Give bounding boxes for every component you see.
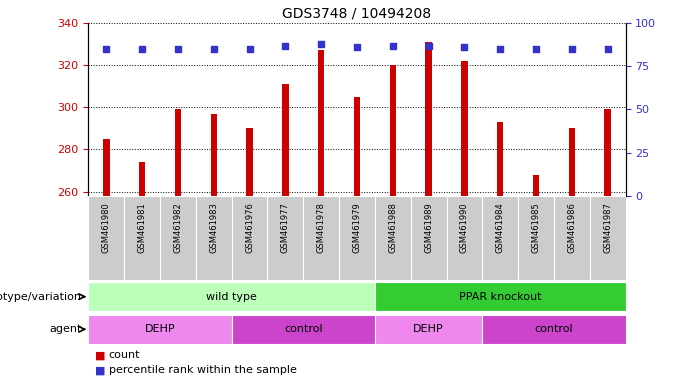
Bar: [461, 61, 468, 196]
Bar: [103, 139, 109, 196]
Point: [388, 42, 398, 48]
Point: [137, 46, 148, 52]
Text: count: count: [109, 350, 140, 360]
Point: [602, 46, 613, 52]
Bar: [318, 50, 324, 196]
Text: GSM461976: GSM461976: [245, 203, 254, 253]
Text: percentile rank within the sample: percentile rank within the sample: [109, 366, 296, 376]
Text: GSM461981: GSM461981: [137, 203, 147, 253]
Bar: [211, 114, 217, 196]
Text: control: control: [284, 324, 322, 334]
Bar: [175, 109, 181, 196]
Bar: [375, 196, 411, 280]
Point: [495, 46, 506, 52]
Point: [280, 42, 291, 48]
Bar: [482, 314, 626, 344]
Text: GSM461985: GSM461985: [532, 203, 541, 253]
Point: [208, 46, 219, 52]
Text: GSM461977: GSM461977: [281, 203, 290, 253]
Text: DEHP: DEHP: [145, 324, 175, 334]
Bar: [88, 196, 124, 280]
Bar: [533, 175, 539, 196]
Text: GSM461984: GSM461984: [496, 203, 505, 253]
Text: genotype/variation: genotype/variation: [0, 291, 82, 302]
Bar: [282, 84, 288, 196]
Bar: [232, 196, 267, 280]
Bar: [411, 196, 447, 280]
Text: GSM461983: GSM461983: [209, 203, 218, 253]
Bar: [375, 314, 482, 344]
Text: DEHP: DEHP: [413, 324, 444, 334]
Bar: [390, 65, 396, 196]
Title: GDS3748 / 10494208: GDS3748 / 10494208: [282, 7, 432, 20]
Text: agent: agent: [49, 324, 82, 334]
Bar: [88, 314, 232, 344]
Text: PPAR knockout: PPAR knockout: [459, 291, 541, 302]
Text: GSM461988: GSM461988: [388, 203, 397, 253]
Point: [530, 46, 541, 52]
Bar: [267, 196, 303, 280]
Text: GSM461987: GSM461987: [603, 203, 612, 253]
Bar: [447, 196, 482, 280]
Bar: [354, 97, 360, 196]
Bar: [139, 162, 146, 196]
Text: GSM461990: GSM461990: [460, 203, 469, 253]
Point: [352, 44, 362, 50]
Text: GSM461986: GSM461986: [567, 203, 577, 253]
Text: GSM461978: GSM461978: [317, 203, 326, 253]
Point: [316, 41, 326, 47]
Text: control: control: [534, 324, 573, 334]
Text: ■: ■: [95, 350, 109, 360]
Bar: [160, 196, 196, 280]
Bar: [88, 282, 375, 311]
Bar: [497, 122, 503, 196]
Text: ■: ■: [95, 366, 109, 376]
Text: GSM461979: GSM461979: [352, 203, 362, 253]
Bar: [590, 196, 626, 280]
Point: [566, 46, 577, 52]
Bar: [196, 196, 232, 280]
Bar: [426, 42, 432, 196]
Bar: [568, 128, 575, 196]
Point: [244, 46, 255, 52]
Point: [101, 46, 112, 52]
Bar: [554, 196, 590, 280]
Bar: [303, 196, 339, 280]
Point: [173, 46, 184, 52]
Bar: [232, 314, 375, 344]
Bar: [482, 196, 518, 280]
Text: GSM461980: GSM461980: [102, 203, 111, 253]
Bar: [375, 282, 626, 311]
Bar: [124, 196, 160, 280]
Bar: [246, 128, 253, 196]
Bar: [605, 109, 611, 196]
Text: GSM461989: GSM461989: [424, 203, 433, 253]
Bar: [518, 196, 554, 280]
Point: [423, 42, 434, 48]
Point: [459, 44, 470, 50]
Text: GSM461982: GSM461982: [173, 203, 182, 253]
Text: wild type: wild type: [206, 291, 257, 302]
Bar: [339, 196, 375, 280]
